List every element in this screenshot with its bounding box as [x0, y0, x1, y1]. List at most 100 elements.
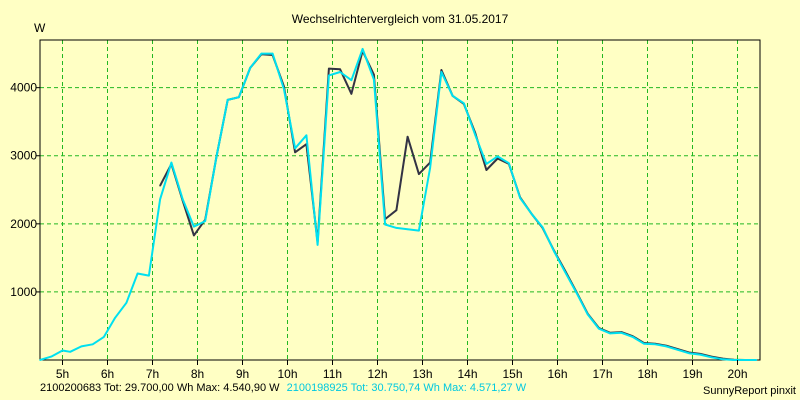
data-point — [733, 359, 735, 361]
data-point — [395, 227, 398, 229]
x-tick-label: 8h — [191, 367, 204, 381]
x-tick-label: 17h — [592, 367, 612, 381]
data-point — [249, 67, 251, 69]
data-point — [418, 229, 420, 232]
data-point — [654, 343, 656, 346]
data-point — [204, 220, 206, 222]
data-point — [39, 359, 41, 361]
data-point — [755, 359, 758, 361]
data-point — [238, 96, 240, 98]
footer-brand: SunnyReport pinxit — [703, 385, 796, 397]
data-point — [384, 223, 386, 226]
data-point — [350, 93, 353, 95]
y-tick-label: 3000 — [10, 149, 37, 163]
data-point — [418, 173, 420, 175]
data-point — [80, 345, 83, 348]
series-1-summary: 2100200683 Tot: 29.700,00 Wh Max: 4.540,… — [40, 382, 280, 394]
x-tick-label: 5h — [56, 367, 69, 381]
data-point — [125, 302, 128, 304]
data-point — [373, 78, 375, 81]
y-tick-label: 2000 — [10, 217, 37, 231]
data-point — [328, 74, 330, 77]
data-point — [159, 184, 161, 187]
grid — [40, 40, 760, 360]
data-point — [316, 244, 319, 246]
data-point — [69, 351, 71, 353]
data-point — [136, 272, 139, 275]
data-point — [710, 356, 713, 359]
x-tick-label: 9h — [236, 367, 249, 381]
x-tick-label: 15h — [502, 367, 522, 381]
data-point — [350, 79, 353, 81]
data-point — [564, 271, 566, 274]
data-point — [485, 169, 488, 171]
data-point — [463, 102, 465, 105]
data-point — [395, 209, 398, 211]
x-tick-label: 20h — [727, 367, 747, 381]
series-2-summary: 2100198925 Tot: 30.750,74 Wh Max: 4.571,… — [287, 382, 527, 394]
data-point — [553, 250, 555, 252]
data-point — [474, 133, 476, 136]
data-point — [305, 134, 308, 137]
y-tick-label: 4000 — [10, 81, 37, 95]
data-point — [598, 327, 600, 330]
x-tick-label: 19h — [682, 367, 702, 381]
data-point — [744, 359, 746, 361]
data-point — [665, 345, 668, 348]
y-tick-label: 1000 — [10, 285, 37, 299]
data-point — [294, 147, 296, 150]
x-tick-label: 6h — [101, 367, 114, 381]
data-point — [91, 343, 94, 346]
data-point — [406, 135, 409, 138]
series-layer — [39, 47, 758, 361]
data-point — [339, 68, 341, 71]
data-point — [328, 67, 330, 70]
data-point — [181, 198, 184, 201]
y-axis-unit: W — [34, 21, 46, 35]
data-point — [440, 69, 443, 71]
data-point — [114, 317, 116, 319]
x-tick-label: 10h — [277, 367, 297, 381]
data-point — [361, 48, 364, 50]
data-point — [226, 99, 229, 101]
data-point — [148, 274, 150, 277]
data-point — [699, 353, 701, 356]
data-point — [519, 197, 521, 199]
x-tick-label: 12h — [367, 367, 387, 381]
data-point — [688, 352, 690, 355]
data-point — [485, 163, 488, 165]
data-point — [541, 226, 544, 228]
x-tick-label: 18h — [637, 367, 657, 381]
x-tick-label: 11h — [323, 367, 342, 381]
chart-title: Wechselrichtervergleich vom 31.05.2017 — [292, 12, 509, 26]
axis-ticks: 5h 6h 7h 8h 9h 10h 11h 12h 13h 14h 15h 16h 17h 18h 19h… — [10, 81, 747, 381]
series-2 — [39, 47, 758, 361]
data-point — [496, 155, 499, 158]
data-point — [530, 212, 533, 215]
data-point — [193, 234, 195, 237]
data-point — [406, 228, 409, 231]
data-point — [496, 157, 499, 160]
data-point — [61, 349, 64, 352]
x-tick-label: 13h — [412, 367, 432, 381]
data-point — [440, 71, 443, 73]
data-point — [170, 161, 173, 164]
data-point — [631, 336, 634, 338]
data-point — [676, 349, 679, 351]
data-point — [620, 332, 623, 334]
data-point — [283, 88, 285, 90]
data-point — [271, 52, 274, 55]
data-point — [260, 52, 263, 55]
data-point — [643, 342, 645, 345]
footer-left-summary: 2100200683 Tot: 29.700,00 Wh Max: 4.540,… — [40, 382, 527, 394]
data-point — [586, 313, 589, 316]
data-point — [103, 336, 105, 338]
data-point — [339, 71, 341, 73]
data-point — [721, 358, 724, 361]
data-point — [294, 151, 296, 154]
data-point — [159, 198, 161, 201]
data-point — [609, 332, 611, 335]
